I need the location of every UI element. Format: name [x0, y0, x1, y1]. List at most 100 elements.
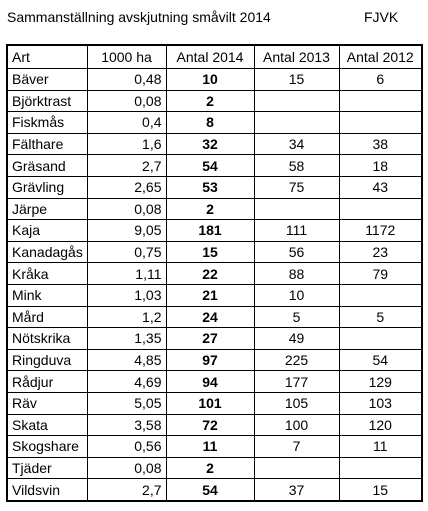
cell: 0,08 [86, 197, 167, 221]
cell: Gräsand [6, 154, 88, 177]
cell: 23 [338, 240, 423, 264]
cell: 0,56 [86, 435, 167, 458]
cell: Skogshare [6, 435, 88, 458]
cell: 6 [338, 68, 423, 91]
cell: Skata [6, 413, 88, 437]
cell [338, 89, 423, 113]
cell: 0,4 [86, 111, 167, 134]
cell: 97 [165, 348, 255, 372]
cell: 54 [165, 478, 255, 502]
cell: 111 [253, 219, 340, 242]
table-row: Kanadagås 0,75 15 56 23 [6, 240, 423, 264]
cell: 103 [338, 391, 423, 415]
table-row: Vildsvin 2,7 54 37 15 [6, 478, 423, 502]
cell: 15 [338, 478, 423, 502]
cell: Kanadagås [6, 240, 88, 264]
cell: 22 [165, 262, 255, 285]
column-header: Art [6, 44, 88, 69]
cell: 181 [165, 219, 255, 242]
cell: Björktrast [6, 89, 88, 113]
cell: 34 [253, 132, 340, 156]
cell: 7 [253, 435, 340, 458]
table-row: Rådjur 4,69 94 177 129 [6, 370, 423, 393]
title: Sammanställning avskjutning småvilt 2014 [7, 9, 271, 25]
cell: 53 [165, 175, 255, 199]
cell: 56 [253, 240, 340, 264]
cell: Kråka [6, 262, 88, 285]
cell: 58 [253, 154, 340, 177]
cell: 24 [165, 305, 255, 329]
cell: 27 [165, 327, 255, 350]
cell: 4,69 [86, 370, 167, 393]
cell: 129 [338, 370, 423, 393]
cell [338, 197, 423, 221]
cell: 49 [253, 327, 340, 350]
cell: 0,75 [86, 240, 167, 264]
cell: 43 [338, 175, 423, 199]
cell: 8 [165, 111, 255, 134]
cell: Tjäder [6, 456, 88, 480]
table-row: Skogshare 0,56 11 7 11 [6, 435, 423, 458]
cell: 101 [165, 391, 255, 415]
cell: 5 [338, 305, 423, 329]
cell: 32 [165, 132, 255, 156]
cell: 177 [253, 370, 340, 393]
cell: 0,08 [86, 89, 167, 113]
org: FJVK [364, 9, 399, 25]
cell: 10 [165, 68, 255, 91]
cell: 1,6 [86, 132, 167, 156]
table-row: Tjäder 0,08 2 [6, 456, 423, 480]
table-body: Bäver 0,48 10 15 6 Björktrast 0,08 2 Fiskmås 0,4 8… [6, 68, 423, 502]
cell: Mink [6, 283, 88, 307]
cell: 11 [165, 435, 255, 458]
column-header: Antal 2012 [338, 44, 423, 69]
cell: 2 [165, 89, 255, 113]
cell: 1,35 [86, 327, 167, 350]
cell: 38 [338, 132, 423, 156]
cell [338, 283, 423, 307]
cell: 79 [338, 262, 423, 285]
cell: 10 [253, 283, 340, 307]
table-row: Järpe 0,08 2 [6, 197, 423, 221]
table-row: Ringduva 4,85 97 225 54 [6, 348, 423, 372]
cell: Nötskrika [6, 327, 88, 350]
table-row: Fiskmås 0,4 8 [6, 111, 423, 134]
cell: 75 [253, 175, 340, 199]
cell: 1,11 [86, 262, 167, 285]
column-header: 1000 ha [86, 44, 167, 69]
cell: 2,7 [86, 154, 167, 177]
cell [253, 197, 340, 221]
table-row: Mård 1,2 24 5 5 [6, 305, 423, 329]
cell: 94 [165, 370, 255, 393]
cell: 88 [253, 262, 340, 285]
cell: 37 [253, 478, 340, 502]
cell [253, 456, 340, 480]
table-row: Fälthare 1,6 32 34 38 [6, 132, 423, 156]
cell: 1,03 [86, 283, 167, 307]
table: Art 1000 ha Antal 2014 Antal 2013 Antal 2012… [6, 44, 423, 502]
cell: 15 [253, 68, 340, 91]
cell: 15 [165, 240, 255, 264]
cell: 1172 [338, 219, 423, 242]
cell: 1,2 [86, 305, 167, 329]
table-row: Nötskrika 1,35 27 49 [6, 327, 423, 350]
cell: 2 [165, 197, 255, 221]
cell: 225 [253, 348, 340, 372]
table-row: Skata 3,58 72 100 120 [6, 413, 423, 437]
cell: Fiskmås [6, 111, 88, 134]
cell: 120 [338, 413, 423, 437]
header-row: Art 1000 ha Antal 2014 Antal 2013 Antal 2012 [6, 44, 423, 69]
column-header: Antal 2013 [253, 44, 340, 69]
cell [338, 456, 423, 480]
cell: 2 [165, 456, 255, 480]
cell: 21 [165, 283, 255, 307]
cell: Vildsvin [6, 478, 88, 502]
cell: Räv [6, 391, 88, 415]
cell: 2,65 [86, 175, 167, 199]
cell [338, 327, 423, 350]
cell: 105 [253, 391, 340, 415]
cell: 11 [338, 435, 423, 458]
cell: 5 [253, 305, 340, 329]
cell: 72 [165, 413, 255, 437]
table-row: Bäver 0,48 10 15 6 [6, 68, 423, 91]
